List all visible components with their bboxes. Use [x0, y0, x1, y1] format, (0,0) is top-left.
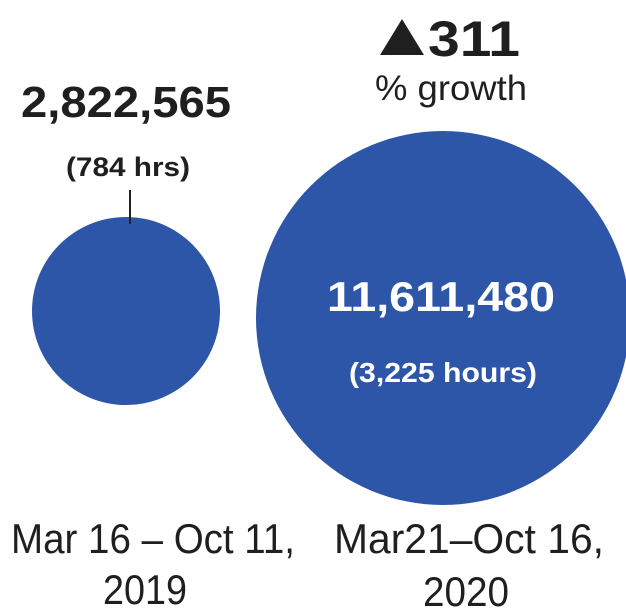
period-label-2019-line2: 2019: [103, 566, 187, 613]
hours-label-2020: (3,225 hours): [349, 357, 537, 388]
up-triangle-icon: [380, 19, 424, 55]
hours-label-2019: (784 hrs): [66, 152, 190, 182]
value-label-2019: 2,822,565: [21, 78, 231, 127]
bubble-2020: [256, 131, 626, 505]
period-label-2020-line2: 2020: [423, 568, 509, 613]
growth-value: 311: [428, 11, 520, 67]
value-label-2020: 11,611,480: [327, 273, 555, 320]
growth-caption: % growth: [375, 69, 527, 108]
period-label-2020-line1: Mar21–Oct 16,: [334, 515, 604, 562]
period-label-2019-line1: Mar 16 – Oct 11,: [11, 515, 295, 562]
bubble-2019: [32, 217, 220, 405]
